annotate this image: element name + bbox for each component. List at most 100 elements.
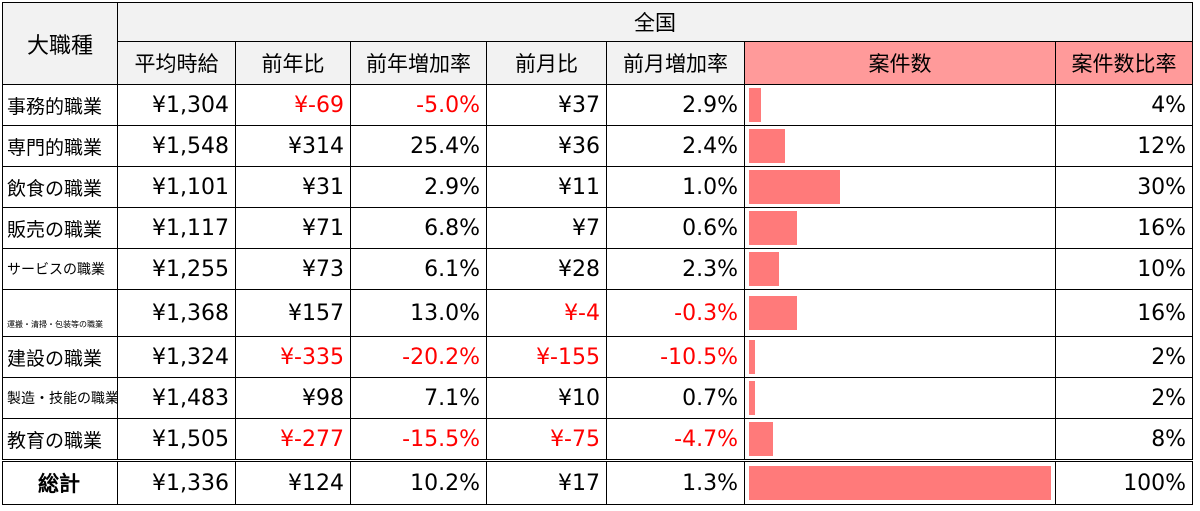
count-bar-cell <box>744 336 1056 378</box>
col-header-yoy: 前年比 <box>235 41 351 85</box>
category-header: 大職種 <box>2 2 118 85</box>
mom-rate-cell: 1.3% <box>606 459 745 505</box>
yoy-cell: ¥124 <box>235 459 351 505</box>
mom-cell: ¥10 <box>486 377 607 419</box>
col-header-wage: 平均時給 <box>117 41 236 85</box>
count-bar-cell <box>744 125 1056 167</box>
category-cell: 教育の職業 <box>2 418 118 461</box>
region-header: 全国 <box>116 2 1194 42</box>
wage-cell: ¥1,304 <box>117 84 236 126</box>
total-row: 総計 ¥1,336 ¥124 10.2% ¥17 1.3% 100% <box>2 459 1194 505</box>
count-bar <box>749 129 786 163</box>
share-cell: 100% <box>1054 459 1194 505</box>
share-cell: 12% <box>1054 125 1194 167</box>
yoy-cell: ¥-69 <box>235 84 351 126</box>
mom-cell: ¥36 <box>486 125 607 167</box>
mom-rate-cell: 0.7% <box>606 377 745 419</box>
count-bar-cell <box>744 248 1056 290</box>
mom-cell: ¥-4 <box>486 289 607 337</box>
col-header-yoy-rate: 前年増加率 <box>350 41 487 85</box>
count-bar-cell <box>744 377 1056 419</box>
col-header-count: 案件数 <box>744 41 1056 85</box>
mom-cell: ¥-155 <box>486 336 607 378</box>
table-row: サービスの職業 ¥1,255 ¥73 6.1% ¥28 2.3% 10% <box>2 248 1194 290</box>
count-bar <box>749 340 756 374</box>
wage-cell: ¥1,255 <box>117 248 236 290</box>
mom-rate-cell: 0.6% <box>606 207 745 249</box>
yoy-rate-cell: 10.2% <box>350 459 487 505</box>
category-cell: サービスの職業 <box>2 248 118 290</box>
mom-rate-cell: -0.3% <box>606 289 745 337</box>
count-bar <box>749 211 798 245</box>
mom-cell: ¥11 <box>486 166 607 208</box>
count-bar <box>749 296 798 330</box>
wage-cell: ¥1,336 <box>117 459 236 505</box>
category-cell: 製造・技能の職業 <box>2 377 118 419</box>
table-row: 運搬・清掃・包装等の職業 ¥1,368 ¥157 13.0% ¥-4 -0.3% 16% <box>2 289 1194 337</box>
yoy-rate-cell: 6.8% <box>350 207 487 249</box>
count-bar <box>749 170 840 204</box>
yoy-cell: ¥-335 <box>235 336 351 378</box>
yoy-rate-cell: -20.2% <box>350 336 487 378</box>
yoy-rate-cell: -15.5% <box>350 418 487 461</box>
mom-rate-cell: -10.5% <box>606 336 745 378</box>
share-cell: 16% <box>1054 207 1194 249</box>
wage-cell: ¥1,368 <box>117 289 236 337</box>
table-row: 教育の職業 ¥1,505 ¥-277 -15.5% ¥-75 -4.7% 8% <box>2 418 1194 461</box>
category-cell: 専門的職業 <box>2 125 118 167</box>
count-bar <box>749 252 780 286</box>
mom-cell: ¥7 <box>486 207 607 249</box>
count-bar-cell <box>744 459 1056 505</box>
share-cell: 30% <box>1054 166 1194 208</box>
yoy-cell: ¥31 <box>235 166 351 208</box>
mom-rate-cell: 1.0% <box>606 166 745 208</box>
mom-cell: ¥-75 <box>486 418 607 461</box>
col-header-mom-rate: 前月増加率 <box>606 41 745 85</box>
yoy-cell: ¥-277 <box>235 418 351 461</box>
wage-cell: ¥1,117 <box>117 207 236 249</box>
yoy-rate-cell: 13.0% <box>350 289 487 337</box>
wage-table: 大職種 全国 平均時給 前年比 前年増加率 前月比 前月増加率 案件数 案件数比… <box>2 2 1194 505</box>
table-row: 専門的職業 ¥1,548 ¥314 25.4% ¥36 2.4% 12% <box>2 125 1194 167</box>
col-header-share: 案件数比率 <box>1054 41 1194 85</box>
mom-rate-cell: -4.7% <box>606 418 745 461</box>
table-row: 販売の職業 ¥1,117 ¥71 6.8% ¥7 0.6% 16% <box>2 207 1194 249</box>
yoy-cell: ¥314 <box>235 125 351 167</box>
wage-cell: ¥1,483 <box>117 377 236 419</box>
yoy-rate-cell: 6.1% <box>350 248 487 290</box>
mom-rate-cell: 2.3% <box>606 248 745 290</box>
yoy-rate-cell: 25.4% <box>350 125 487 167</box>
wage-cell: ¥1,548 <box>117 125 236 167</box>
wage-cell: ¥1,101 <box>117 166 236 208</box>
mom-rate-cell: 2.9% <box>606 84 745 126</box>
yoy-cell: ¥71 <box>235 207 351 249</box>
mom-cell: ¥28 <box>486 248 607 290</box>
share-cell: 8% <box>1054 418 1194 461</box>
count-bar-cell <box>744 289 1056 337</box>
mom-cell: ¥17 <box>486 459 607 505</box>
category-cell: 飲食の職業 <box>2 166 118 208</box>
count-bar-cell <box>744 166 1056 208</box>
table-row: 事務的職業 ¥1,304 ¥-69 -5.0% ¥37 2.9% 4% <box>2 84 1194 126</box>
count-bar <box>749 466 1051 500</box>
yoy-rate-cell: 2.9% <box>350 166 487 208</box>
yoy-rate-cell: 7.1% <box>350 377 487 419</box>
category-cell: 運搬・清掃・包装等の職業 <box>2 289 118 337</box>
mom-rate-cell: 2.4% <box>606 125 745 167</box>
count-bar <box>749 88 762 122</box>
yoy-cell: ¥98 <box>235 377 351 419</box>
category-cell: 事務的職業 <box>2 84 118 126</box>
table-row: 飲食の職業 ¥1,101 ¥31 2.9% ¥11 1.0% 30% <box>2 166 1194 208</box>
count-bar-cell <box>744 84 1056 126</box>
yoy-cell: ¥157 <box>235 289 351 337</box>
col-header-mom: 前月比 <box>486 41 607 85</box>
category-cell: 総計 <box>2 459 118 505</box>
count-bar <box>749 381 756 415</box>
wage-cell: ¥1,505 <box>117 418 236 461</box>
category-cell: 販売の職業 <box>2 207 118 249</box>
count-bar-cell <box>744 207 1056 249</box>
yoy-cell: ¥73 <box>235 248 351 290</box>
table-row: 製造・技能の職業 ¥1,483 ¥98 7.1% ¥10 0.7% 2% <box>2 377 1194 419</box>
share-cell: 4% <box>1054 84 1194 126</box>
table-body: 事務的職業 ¥1,304 ¥-69 -5.0% ¥37 2.9% 4% 専門的職業 ¥1,548… <box>2 84 1194 505</box>
